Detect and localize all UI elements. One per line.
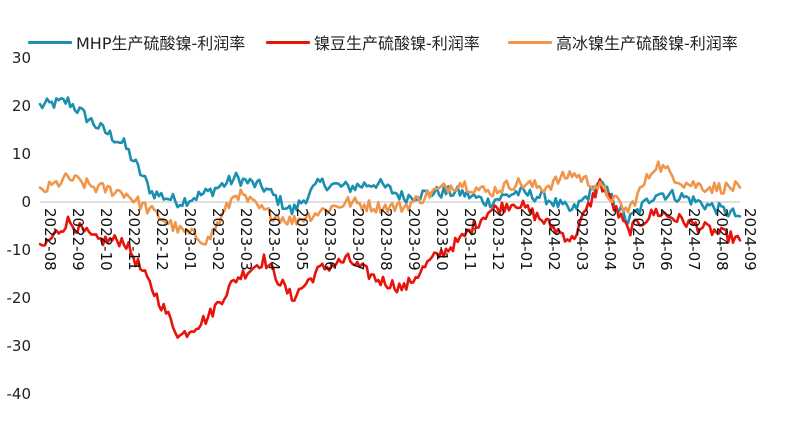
legend-swatch-high-matte (508, 40, 552, 44)
legend-swatch-mhp (28, 40, 72, 44)
x-tick-label: 2023-08 (377, 208, 395, 271)
series-line-1 (38, 177, 742, 339)
x-tick-label: 2024-03 (573, 208, 591, 271)
y-tick-label: -10 (7, 241, 32, 259)
x-tick-label: 2024-08 (713, 208, 731, 271)
x-tick-label: 2022-11 (125, 208, 143, 271)
x-tick-label: 2022-09 (69, 208, 87, 271)
y-tick-label: 20 (12, 97, 31, 115)
x-tick-label: 2023-04 (265, 208, 283, 271)
x-tick-label: 2023-02 (209, 208, 227, 271)
y-tick-label: 30 (12, 49, 31, 67)
x-tick-label: 2024-04 (601, 208, 619, 271)
y-tick-label: 0 (21, 193, 31, 211)
y-axis: -40 -30 -20 -10 0 10 20 30 (7, 49, 32, 403)
x-tick-label: 2022-10 (97, 208, 115, 271)
series-line-2 (38, 160, 742, 246)
x-tick-label: 2022-08 (41, 208, 59, 271)
x-tick-label: 2023-01 (181, 208, 199, 271)
x-axis-ticks: 2022-08 2022-09 2022-10 2022-11 2022-12 2023-… (41, 208, 759, 271)
x-tick-label: 2024-05 (629, 208, 647, 271)
y-tick-label: -30 (7, 337, 32, 355)
legend-item-nickel-bean: 镍豆生产硫酸镍-利润率 (266, 30, 480, 54)
x-tick-label: 2023-03 (237, 208, 255, 271)
x-tick-label: 2023-11 (461, 208, 479, 271)
legend-item-high-matte: 高冰镍生产硫酸镍-利润率 (508, 30, 738, 54)
legend-label-mhp: MHP生产硫酸镍-利润率 (76, 34, 246, 53)
y-tick-label: -40 (7, 385, 32, 403)
x-tick-label: 2024-09 (741, 208, 759, 271)
y-tick-label: -20 (7, 289, 32, 307)
legend-label-nickel-bean: 镍豆生产硫酸镍-利润率 (314, 34, 480, 53)
x-tick-label: 2024-06 (657, 208, 675, 271)
legend-item-mhp: MHP生产硫酸镍-利润率 (28, 30, 245, 54)
x-tick-label: 2023-12 (489, 208, 507, 271)
x-tick-label: 2022-12 (153, 208, 171, 271)
x-tick-label: 2024-02 (545, 208, 563, 271)
legend-swatch-nickel-bean (266, 40, 310, 44)
x-tick-label: 2023-05 (293, 208, 311, 271)
x-tick-label: 2023-07 (349, 208, 367, 271)
x-tick-label: 2023-10 (433, 208, 451, 271)
x-tick-label: 2023-06 (321, 208, 339, 271)
x-tick-label: 2024-07 (685, 208, 703, 271)
x-tick-label: 2023-09 (405, 208, 423, 271)
legend-label-high-matte: 高冰镍生产硫酸镍-利润率 (556, 34, 738, 53)
x-tick-label: 2024-01 (517, 208, 535, 271)
series-group (38, 96, 742, 339)
chart-legend: MHP生产硫酸镍-利润率 镍豆生产硫酸镍-利润率 高冰镍生产硫酸镍-利润率 (0, 30, 798, 54)
y-tick-label: 10 (12, 145, 31, 163)
